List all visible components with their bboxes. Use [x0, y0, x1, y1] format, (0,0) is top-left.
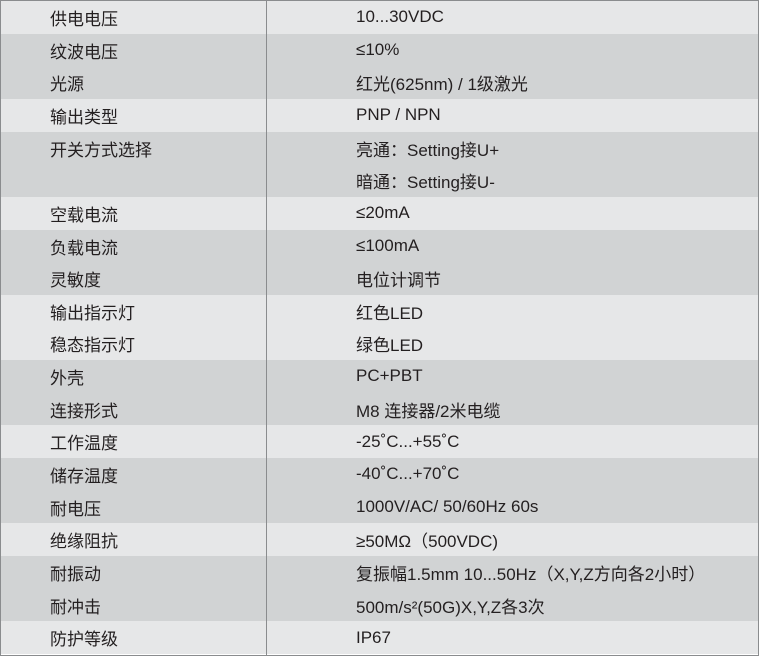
table-row: 稳态指示灯 绿色LED	[1, 328, 758, 361]
spec-value: 复振幅1.5mm 10...50Hz（X,Y,Z方向各2小时）	[356, 564, 706, 584]
table-row: 空载电流 ≤20mA	[1, 197, 758, 230]
spec-group: 防护等级 IP67	[1, 621, 758, 655]
spec-value: 电位计调节	[356, 271, 441, 291]
table-row: 输出指示灯 红色LED	[1, 295, 758, 328]
column-divider	[266, 1, 267, 655]
table-row: 负载电流 ≤100mA	[1, 230, 758, 263]
spec-value: -40˚C...+70˚C	[356, 464, 460, 484]
spec-value: 红光(625nm) / 1级激光	[356, 75, 528, 95]
table-row: 耐电压 1000V/AC/ 50/60Hz 60s	[1, 491, 758, 524]
spec-label: 输出指示灯	[50, 303, 135, 323]
spec-label: 连接形式	[50, 401, 118, 421]
spec-value: -25˚C...+55˚C	[356, 431, 460, 451]
table-row: 光源 红光(625nm) / 1级激光	[1, 66, 758, 99]
spec-label: 稳态指示灯	[50, 336, 135, 356]
table-row: 耐冲击 500m/s²(50G)X,Y,Z各3次	[1, 589, 758, 622]
spec-label: 耐振动	[50, 564, 101, 584]
spec-label: 储存温度	[50, 466, 118, 486]
table-row: 耐振动 复振幅1.5mm 10...50Hz（X,Y,Z方向各2小时）	[1, 556, 758, 589]
spec-value: 1000V/AC/ 50/60Hz 60s	[356, 497, 539, 517]
spec-group: 耐振动 复振幅1.5mm 10...50Hz（X,Y,Z方向各2小时） 耐冲击 500…	[1, 556, 758, 622]
table-row: 绝缘阻抗 ≥50MΩ（500VDC)	[1, 523, 758, 556]
spec-label: 防护等级	[50, 630, 118, 650]
spec-label: 耐电压	[50, 499, 101, 519]
table-row: 储存温度 -40˚C...+70˚C	[1, 458, 758, 491]
table-row: 纹波电压 ≤10%	[1, 34, 758, 67]
table-row: 外壳 PC+PBT	[1, 360, 758, 393]
table-row: 暗通：Setting接U-	[1, 164, 758, 197]
table-row: 开关方式选择 亮通：Setting接U+	[1, 132, 758, 165]
spec-value: PNP / NPN	[356, 105, 441, 125]
spec-group: 供电电压 10...30VDC	[1, 1, 758, 34]
spec-value: 暗通：Setting接U-	[356, 173, 495, 193]
spec-label: 空载电流	[50, 205, 118, 225]
spec-label: 工作温度	[50, 434, 118, 454]
spec-label: 光源	[50, 75, 84, 95]
spec-value: ≤10%	[356, 40, 400, 60]
spec-label: 开关方式选择	[50, 140, 152, 160]
spec-label: 纹波电压	[50, 42, 118, 62]
spec-group: 负载电流 ≤100mA 灵敏度 电位计调节	[1, 229, 758, 295]
spec-group: 输出类型 PNP / NPN	[1, 98, 758, 132]
spec-value: 亮通：Setting接U+	[356, 140, 500, 160]
spec-value: 500m/s²(50G)X,Y,Z各3次	[356, 597, 545, 617]
spec-group: 工作温度 -25˚C...+55˚C	[1, 425, 758, 459]
spec-value: M8 连接器/2米电缆	[356, 401, 501, 421]
table-row: 灵敏度 电位计调节	[1, 262, 758, 295]
spec-label: 绝缘阻抗	[50, 532, 118, 552]
spec-label: 负载电流	[50, 238, 118, 258]
spec-value: ≤20mA	[356, 203, 410, 223]
table-row: 供电电压 10...30VDC	[1, 1, 758, 34]
spec-label: 供电电压	[50, 9, 118, 29]
spec-label: 输出类型	[50, 107, 118, 127]
spec-value: 10...30VDC	[356, 7, 444, 27]
table-row: 防护等级 IP67	[1, 621, 758, 654]
spec-value: ≤100mA	[356, 236, 420, 256]
spec-group: 空载电流 ≤20mA	[1, 196, 758, 230]
spec-value: IP67	[356, 627, 391, 647]
spec-value: 红色LED	[356, 303, 424, 323]
table-row: 连接形式 M8 连接器/2米电缆	[1, 393, 758, 426]
spec-group: 输出指示灯 红色LED 稳态指示灯 绿色LED	[1, 294, 758, 361]
spec-label: 灵敏度	[50, 271, 101, 291]
table-row: 工作温度 -25˚C...+55˚C	[1, 425, 758, 458]
spec-group: 外壳 PC+PBT 连接形式 M8 连接器/2米电缆	[1, 360, 758, 426]
table-row: 输出类型 PNP / NPN	[1, 99, 758, 132]
spec-label: 耐冲击	[50, 597, 101, 617]
spec-value: ≥50MΩ（500VDC)	[356, 532, 499, 552]
spec-value: PC+PBT	[356, 366, 423, 386]
spec-group: 绝缘阻抗 ≥50MΩ（500VDC)	[1, 523, 758, 557]
spec-group: 纹波电压 ≤10% 光源 红光(625nm) / 1级激光	[1, 33, 758, 99]
spec-label: 外壳	[50, 368, 84, 388]
spec-value: 绿色LED	[356, 336, 424, 356]
spec-group: 开关方式选择 亮通：Setting接U+ 暗通：Setting接U-	[1, 131, 758, 197]
spec-group: 储存温度 -40˚C...+70˚C 耐电压 1000V/AC/ 50/60Hz 60…	[1, 458, 758, 524]
